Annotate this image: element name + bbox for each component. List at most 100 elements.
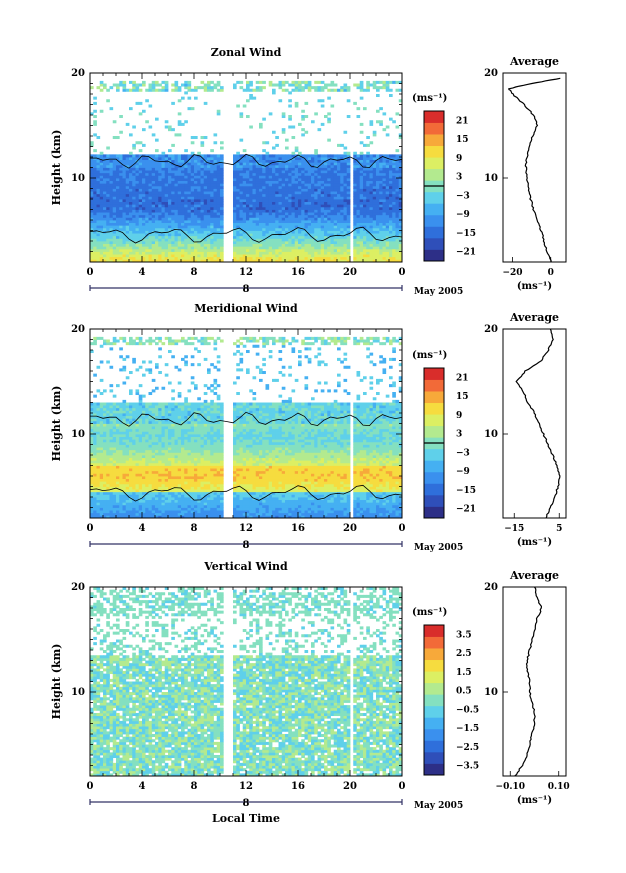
colorbar-swatch xyxy=(424,659,444,672)
x-tick-label: 8 xyxy=(191,267,198,278)
y-tick-label: 20 xyxy=(71,68,85,79)
average-x-tick-label: 0.10 xyxy=(548,782,570,792)
colorbar-swatch xyxy=(424,425,444,438)
y-tick-label: 10 xyxy=(71,173,85,184)
colorbar-tick-label: −1.5 xyxy=(456,724,479,734)
colorbar-swatch xyxy=(424,134,444,147)
panel-title: Meridional Wind xyxy=(194,302,298,315)
colorbar-swatch xyxy=(424,763,444,776)
colorbar-tick-label: 3 xyxy=(456,430,462,440)
colorbar-tick-label: −15 xyxy=(456,486,476,496)
colorbar-swatch xyxy=(424,226,444,239)
heatmap-cells xyxy=(90,80,403,263)
x-tick-label: 0 xyxy=(399,523,406,534)
panel-zonal-wind: Zonal Wind 0 4 8 12 16 20 0 10 20 Height (km) 8 May … xyxy=(50,46,567,297)
panel-meridional-wind: Meridional Wind 0 4 8 12 16 20 0 10 20 Height (km)… xyxy=(50,302,567,553)
day-label: 8 xyxy=(243,540,250,551)
heatmap-cells xyxy=(90,336,403,519)
colorbar-swatch xyxy=(424,168,444,181)
panel-title: Zonal Wind xyxy=(211,46,282,59)
colorbar-swatch xyxy=(424,740,444,753)
colorbar-swatch xyxy=(424,122,444,135)
average-y-tick-label: 20 xyxy=(484,324,498,335)
y-tick-label: 20 xyxy=(71,582,85,593)
colorbar-swatch xyxy=(424,203,444,216)
x-tick-label: 16 xyxy=(291,781,305,792)
colorbar-tick-label: −3.5 xyxy=(456,762,479,772)
colorbar-swatch xyxy=(424,471,444,484)
average-y-tick-label: 10 xyxy=(484,173,498,184)
colorbar-unit: (ms⁻¹) xyxy=(412,93,447,104)
average-title: Average xyxy=(509,311,559,324)
y-tick-label: 10 xyxy=(71,687,85,698)
x-tick-label: 16 xyxy=(291,267,305,278)
colorbar-swatch xyxy=(424,648,444,661)
heatmap-cells xyxy=(90,587,403,777)
colorbar-swatch xyxy=(424,237,444,250)
colorbar-swatch xyxy=(424,111,444,123)
colorbar-swatch xyxy=(424,368,444,380)
x-tick-label: 16 xyxy=(291,523,305,534)
colorbar-swatch xyxy=(424,249,444,262)
colorbar-swatch xyxy=(424,636,444,649)
colorbar-unit: (ms⁻¹) xyxy=(412,350,447,361)
average-unit: (ms⁻¹) xyxy=(517,281,552,292)
zero-contour-upper xyxy=(89,153,403,169)
colorbar-swatch xyxy=(424,157,444,170)
colorbar-tick-label: −3 xyxy=(456,448,470,458)
average-frame xyxy=(502,328,567,519)
colorbar-tick-label: −0.5 xyxy=(456,705,479,715)
x-axis-title: Local Time xyxy=(212,812,280,825)
colorbar: 3.5 2.5 1.5 0.5 −0.5 −1.5 −2.5 −3.5 (ms⁻¹) xyxy=(412,607,479,776)
colorbar-swatch xyxy=(424,506,444,519)
colorbar-swatch xyxy=(424,751,444,764)
zero-contour xyxy=(89,226,403,244)
date-label: May 2005 xyxy=(414,543,463,553)
average-unit: (ms⁻¹) xyxy=(517,795,552,806)
average-x-tick-label: −0.10 xyxy=(496,782,525,792)
colorbar-unit: (ms⁻¹) xyxy=(412,607,447,618)
colorbar-swatch xyxy=(424,191,444,204)
colorbar-tick-label: 3 xyxy=(456,173,462,183)
average-x-tick-label: 5 xyxy=(556,524,562,534)
average-x-tick-label: 0 xyxy=(548,268,554,278)
colorbar-tick-label: −9 xyxy=(456,467,470,477)
colorbar-tick-label: 15 xyxy=(456,392,469,402)
colorbar-tick-label: −21 xyxy=(456,248,476,258)
colorbar-tick-label: −9 xyxy=(456,210,470,220)
day-label: 8 xyxy=(243,284,250,295)
colorbar-swatch xyxy=(424,705,444,718)
colorbar-tick-label: 15 xyxy=(456,135,469,145)
x-tick-label: 20 xyxy=(343,523,357,534)
colorbar-tick-label: 0.5 xyxy=(456,687,472,697)
average-title: Average xyxy=(509,569,559,582)
average-frame xyxy=(502,72,567,263)
colorbar-tick-label: −3 xyxy=(456,191,470,201)
x-tick-label: 12 xyxy=(239,267,253,278)
average-unit: (ms⁻¹) xyxy=(517,537,552,548)
x-tick-label: 4 xyxy=(139,523,146,534)
zero-contour xyxy=(89,484,403,502)
colorbar-tick-label: 1.5 xyxy=(456,668,472,678)
x-tick-label: 0 xyxy=(399,267,406,278)
colorbar-swatch xyxy=(424,694,444,707)
average-panel: Average 10 20 −0.10 0.10 (ms⁻¹) xyxy=(484,569,570,806)
colorbar: 21 15 9 3 −3 −9 −15 −21 (ms⁻¹) xyxy=(412,350,476,519)
x-tick-label: 8 xyxy=(191,781,198,792)
x-tick-label: 20 xyxy=(343,267,357,278)
colorbar-swatch xyxy=(424,214,444,227)
colorbar-frame xyxy=(423,624,445,776)
average-profile-line xyxy=(514,586,543,777)
x-tick-label: 0 xyxy=(399,781,406,792)
average-profile-line xyxy=(508,77,561,263)
day-label: 8 xyxy=(243,798,250,809)
colorbar-tick-label: −2.5 xyxy=(456,743,479,753)
y-axis-title: Height (km) xyxy=(50,130,63,206)
panel-vertical-wind: Vertical Wind 0 4 8 12 16 20 0 10 20 Height (km) 8 M… xyxy=(50,560,570,825)
average-y-tick-label: 20 xyxy=(484,582,498,593)
y-tick-label: 10 xyxy=(71,429,85,440)
colorbar-swatch xyxy=(424,448,444,461)
colorbar-tick-label: 21 xyxy=(456,116,469,126)
